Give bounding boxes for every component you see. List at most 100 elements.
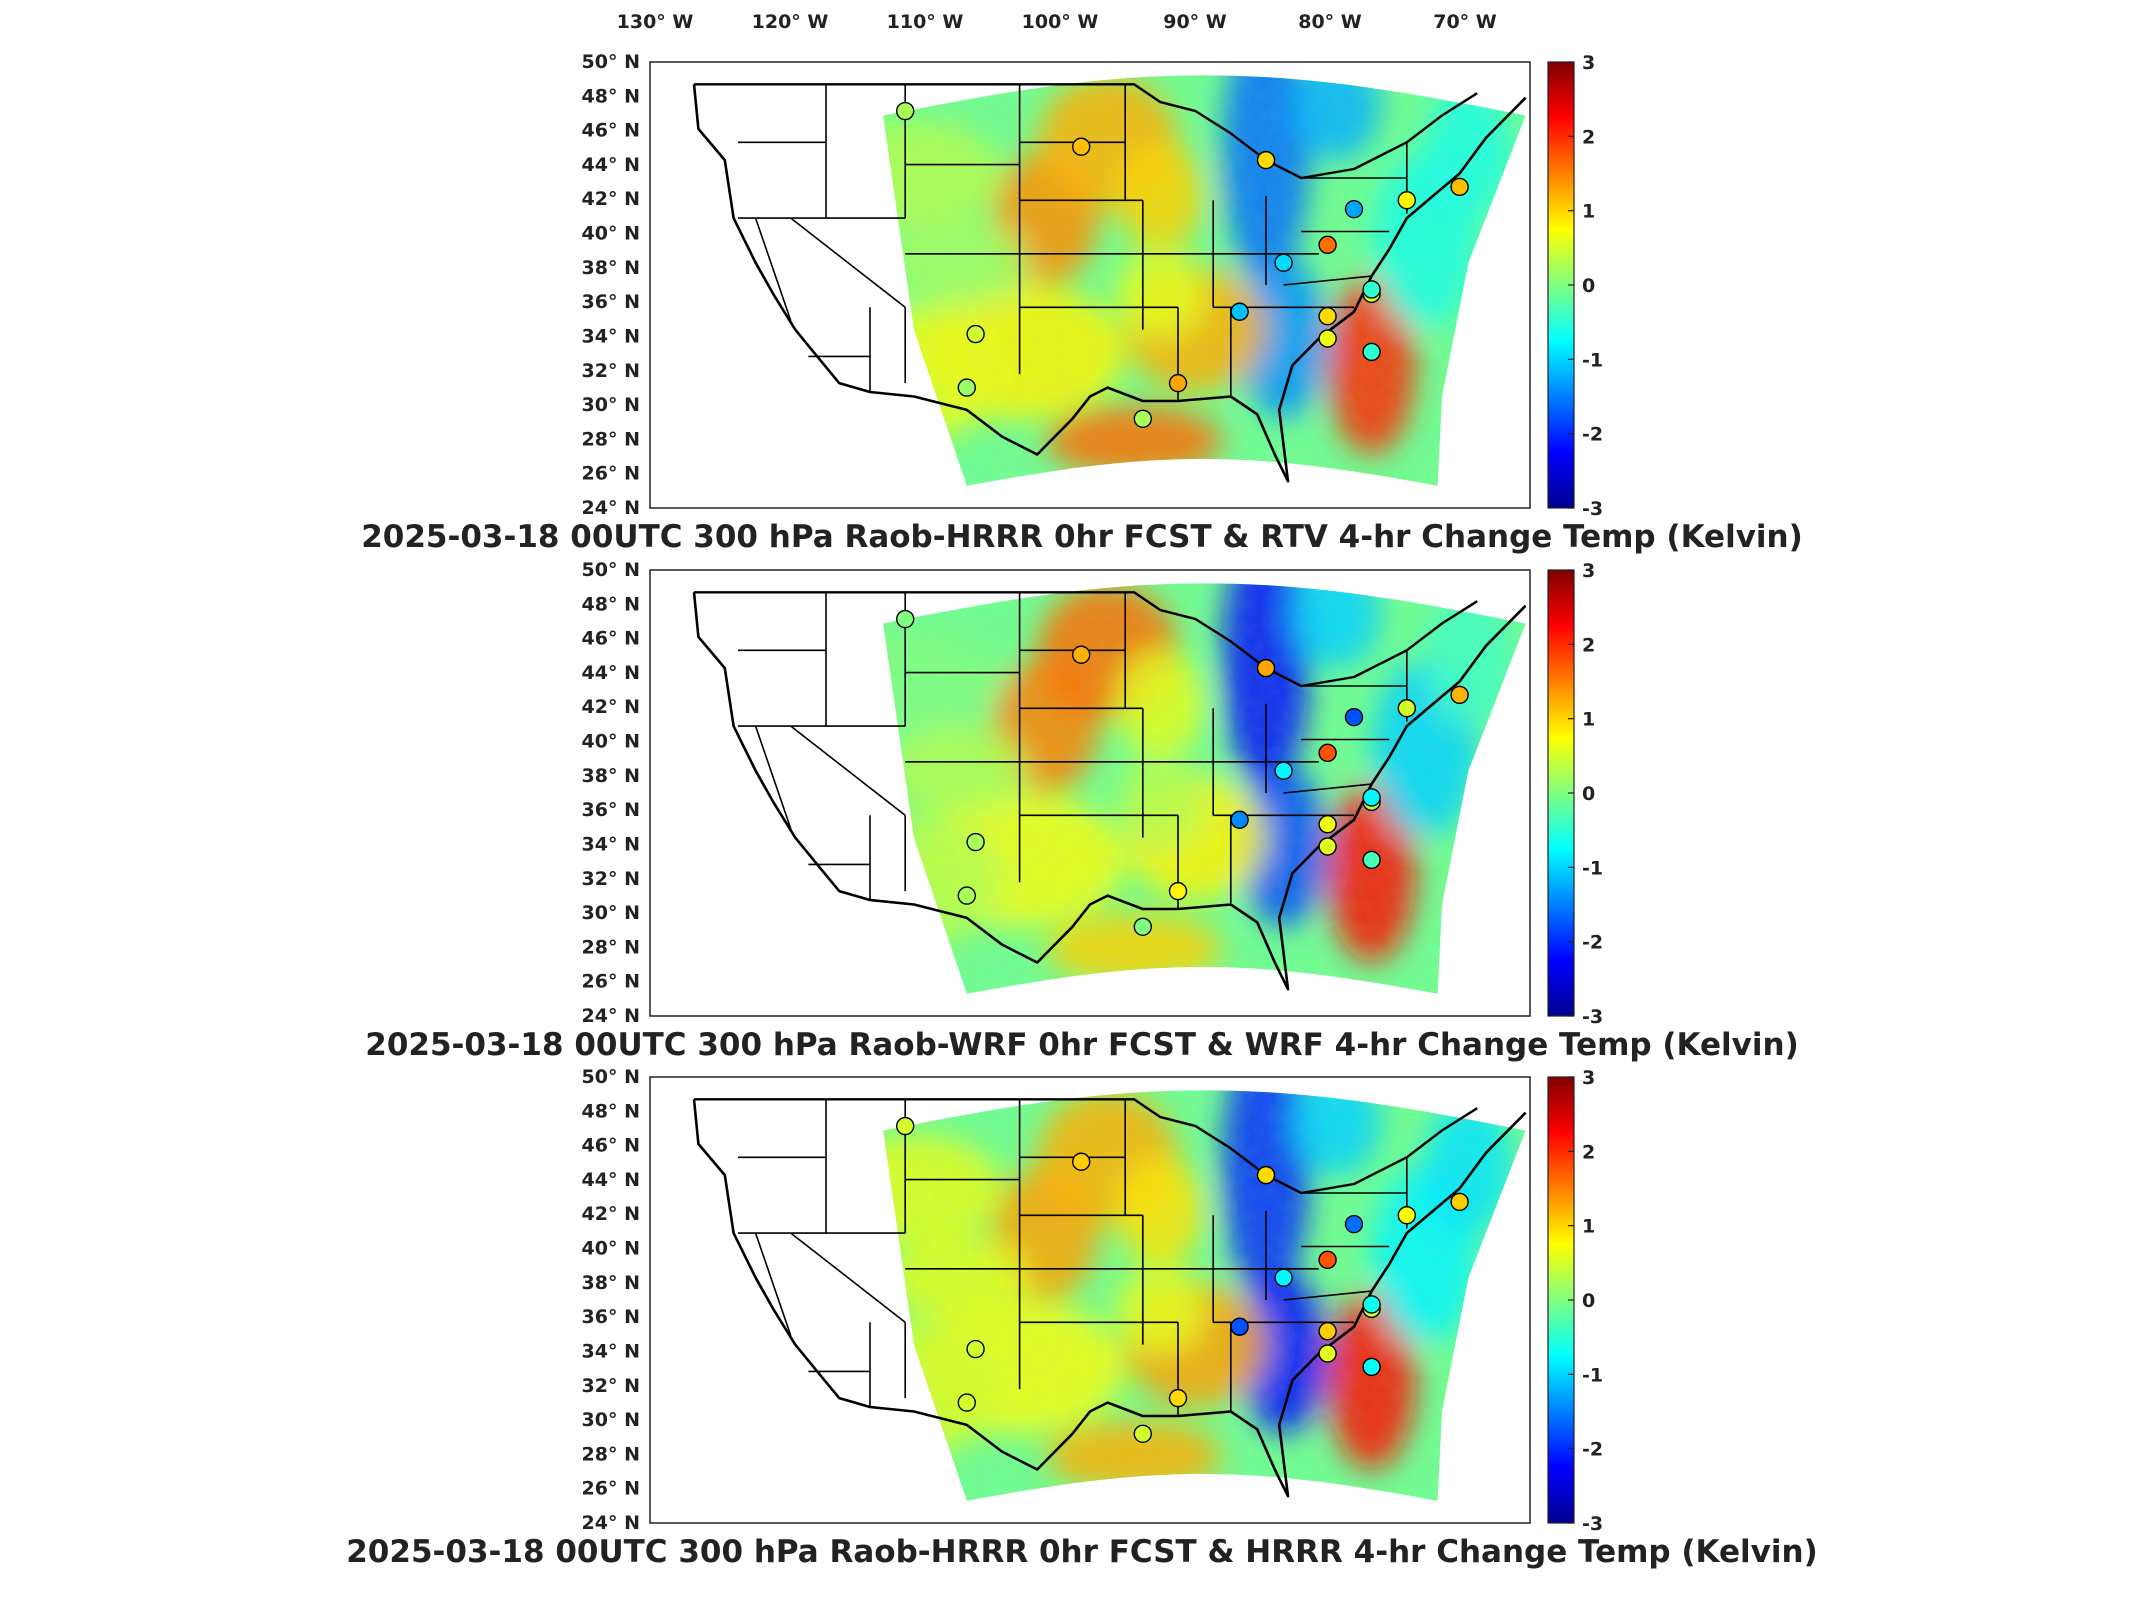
latitude-label: 38° N (582, 1272, 640, 1294)
raob-station-marker (1133, 917, 1153, 936)
latitude-label: 32° N (582, 1375, 640, 1397)
axes-frame (649, 61, 1531, 509)
raob-station-marker (1397, 191, 1417, 210)
colorbar-tick-label: 2 (1582, 126, 1595, 148)
latitude-label: 32° N (582, 360, 640, 382)
latitude-labels: 50° N 48° N 46° N 44° N 42° N 40° N 38° N 36° N… (582, 559, 640, 1027)
latitude-label: 40° N (582, 223, 640, 245)
colorbar-tick-label: 2 (1582, 1141, 1595, 1163)
raob-station-marker (1274, 253, 1293, 272)
latitude-label: 38° N (582, 765, 640, 787)
latitude-labels: 50° N 48° N 46° N 44° N 42° N 40° N 38° N 36° N… (582, 1066, 640, 1534)
raob-station-marker (966, 324, 985, 344)
latitude-label: 32° N (582, 868, 640, 890)
latitude-label: 46° N (582, 120, 640, 142)
panel-title: 2025-03-18 00UTC 300 hPa Raob-WRF 0hr FC… (365, 1027, 1799, 1063)
raob-station-marker (1450, 1192, 1469, 1212)
raob-station-marker (1362, 342, 1381, 362)
latitude-label: 28° N (582, 936, 640, 958)
panel-title: 2025-03-18 00UTC 300 hPa Raob-HRRR 0hr F… (361, 519, 1803, 555)
raob-station-marker (966, 1339, 985, 1359)
colorbar-tick-label: 1 (1582, 1216, 1595, 1238)
latitude-label: 42° N (582, 1203, 640, 1225)
colorbar-tick-label: 0 (1582, 783, 1595, 805)
raob-station-marker (1318, 235, 1337, 255)
raob-station-marker (1168, 373, 1188, 393)
map-panels: 50° N 48° N 46° N 44° N 42° N 40° N 38° N 36° N… (346, 51, 1818, 1570)
latitude-label: 28° N (582, 1443, 640, 1465)
axes-frame (649, 1076, 1531, 1524)
raob-station-marker (1256, 658, 1276, 678)
raob-station-marker (1071, 137, 1091, 156)
latitude-label: 42° N (582, 696, 640, 718)
colorbar-tick-label: 1 (1582, 201, 1595, 223)
colorbar: 3 2 1 0 -1 -2 -3 (1547, 1067, 1603, 1535)
raob-stations (896, 609, 1469, 936)
raob-station-marker (1230, 1317, 1249, 1336)
latitude-label: 44° N (582, 154, 640, 176)
colorbar-tick-label: -2 (1582, 932, 1603, 954)
colorbar-tick-label: -2 (1582, 1439, 1603, 1461)
raob-station-marker (1318, 1322, 1337, 1341)
colorbar-tick-label: 1 (1582, 709, 1595, 731)
raob-station-marker (896, 101, 915, 121)
latitude-label: 40° N (582, 1238, 640, 1260)
raob-station-marker (1318, 307, 1337, 326)
latitude-label: 40° N (582, 731, 640, 753)
colorbar-tick-label: 2 (1582, 634, 1595, 656)
raob-station-marker (1256, 150, 1276, 170)
latitude-label: 48° N (582, 1100, 640, 1122)
map-panel-1: 50° N 48° N 46° N 44° N 42° N 40° N 38° N 36° N… (361, 51, 1803, 555)
latitude-label: 24° N (582, 1005, 640, 1027)
latitude-label: 24° N (582, 1512, 640, 1534)
raob-station-marker (957, 886, 976, 905)
raob-stations (896, 101, 1469, 428)
latitude-label: 44° N (582, 1169, 640, 1191)
latitude-label: 48° N (582, 85, 640, 107)
latitude-label: 50° N (582, 51, 640, 73)
latitude-label: 30° N (582, 394, 640, 416)
raob-station-marker (1318, 837, 1337, 856)
temperature-field (883, 1090, 1526, 1501)
longitude-label: 100° W (1022, 11, 1099, 33)
raob-station-marker (1397, 1206, 1417, 1225)
raob-station-marker (1274, 761, 1293, 780)
raob-stations (896, 1116, 1469, 1444)
raob-station-marker (1362, 1295, 1381, 1314)
raob-station-marker (957, 378, 976, 397)
latitude-label: 36° N (582, 291, 640, 313)
colorbar-tick-label: 3 (1582, 560, 1595, 582)
latitude-label: 38° N (582, 257, 640, 279)
colorbar-tick-label: -3 (1582, 1513, 1603, 1535)
temperature-field (883, 75, 1526, 486)
latitude-label: 28° N (582, 428, 640, 450)
raob-station-marker (1397, 699, 1417, 718)
raob-station-marker (1362, 788, 1381, 807)
latitude-label: 50° N (582, 1066, 640, 1088)
colorbar-tick-label: 3 (1582, 52, 1595, 74)
latitude-label: 48° N (582, 593, 640, 615)
latitude-label: 36° N (582, 1306, 640, 1328)
colorbar-tick-label: 0 (1582, 1290, 1595, 1312)
raob-station-marker (1230, 810, 1249, 829)
raob-station-marker (1318, 1250, 1337, 1270)
colorbar-tick-label: 0 (1582, 275, 1595, 297)
raob-station-marker (1274, 1268, 1293, 1287)
temperature-field (883, 583, 1526, 994)
colorbar-tick-label: 3 (1582, 1067, 1595, 1089)
latitude-label: 24° N (582, 497, 640, 519)
raob-station-marker (1362, 280, 1381, 299)
latitude-label: 26° N (582, 971, 640, 993)
raob-station-marker (1318, 743, 1337, 763)
longitude-label: 120° W (752, 11, 829, 33)
raob-station-marker (1450, 177, 1469, 197)
raob-station-marker (1071, 645, 1091, 664)
colorbar: 3 2 1 0 -1 -2 -3 (1547, 560, 1603, 1028)
raob-station-marker (957, 1393, 976, 1412)
state-boundaries (692, 591, 1527, 991)
colorbar-tick-label: -1 (1582, 1364, 1603, 1386)
state-boundaries (692, 83, 1527, 483)
raob-station-marker (1450, 685, 1469, 705)
latitude-label: 34° N (582, 1340, 640, 1362)
raob-station-marker (1168, 881, 1188, 901)
